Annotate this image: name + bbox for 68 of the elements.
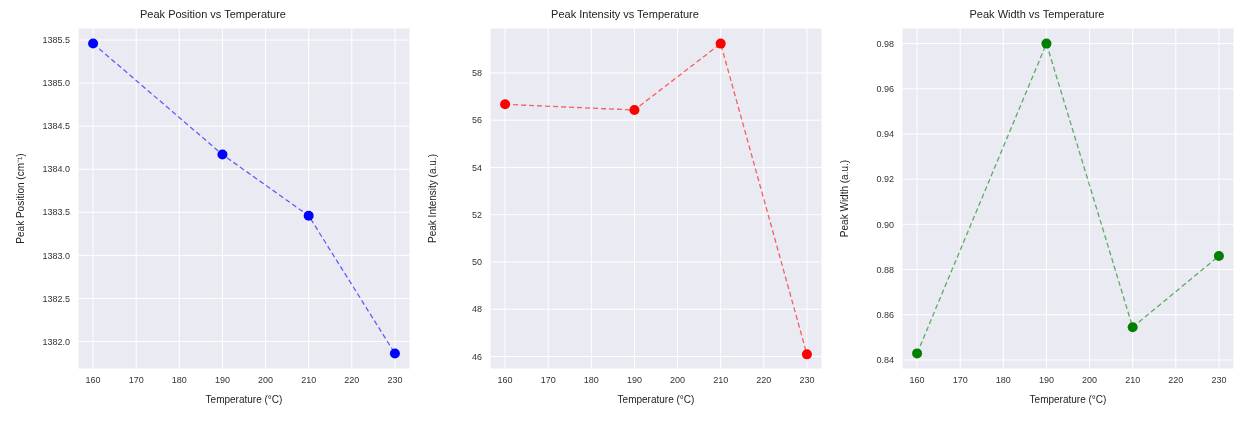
y-tick-label: 0.86 [876, 309, 894, 320]
x-tick-label: 190 [214, 375, 230, 386]
x-axis-title: Temperature (°C) [205, 394, 283, 405]
x-tick-label: 200 [258, 375, 274, 386]
x-axis-title: Temperature (°C) [617, 394, 695, 405]
x-tick-label: 210 [301, 375, 317, 386]
x-tick-label: 160 [909, 375, 925, 386]
y-tick-label: 1382.5 [42, 293, 70, 304]
point [389, 348, 400, 359]
x-tick-label: 230 [1211, 375, 1227, 386]
x-axis-title: Temperature (°C) [1029, 394, 1107, 405]
x-tick-label: 210 [1125, 375, 1141, 386]
x-tick-label: 190 [626, 375, 642, 386]
y-tick-label: 0.98 [876, 38, 894, 49]
y-tick-label: 54 [471, 162, 482, 173]
chart-title: Peak Position vs Temperature [139, 8, 287, 22]
point [303, 210, 314, 221]
y-tick-label: 0.90 [876, 219, 894, 230]
point [1041, 38, 1052, 49]
y-axis-title: Peak Width (a.u.) [838, 159, 850, 238]
y-tick-label: 1383.5 [42, 207, 70, 218]
y-tick-label: 0.94 [876, 129, 894, 140]
chart-title: Peak Width vs Temperature [968, 8, 1106, 22]
y-tick-label: 1385.5 [42, 35, 70, 46]
chart-title: Peak Intensity vs Temperature [550, 8, 700, 22]
x-tick-label: 170 [952, 375, 968, 386]
y-tick-label: 0.92 [876, 174, 894, 185]
point [88, 38, 99, 49]
y-tick-label: 56 [471, 115, 482, 126]
y-tick-label: 50 [471, 257, 482, 268]
x-tick-label: 170 [540, 375, 556, 386]
x-tick-label: 200 [670, 375, 686, 386]
y-tick-label: 1385.0 [42, 78, 70, 89]
x-tick-label: 180 [583, 375, 599, 386]
y-tick-label: 0.96 [876, 83, 894, 94]
y-tick-label: 0.84 [876, 355, 894, 366]
point [500, 99, 511, 110]
y-tick-label: 1384.5 [42, 121, 70, 132]
y-tick-label: 48 [471, 304, 482, 315]
y-tick-label: 52 [471, 209, 482, 220]
y-tick-label: 0.88 [876, 264, 894, 275]
x-tick-label: 200 [1082, 375, 1098, 386]
x-tick-label: 180 [171, 375, 187, 386]
point [629, 105, 640, 115]
x-tick-label: 220 [1168, 375, 1184, 386]
y-tick-label: 58 [471, 68, 482, 79]
x-tick-label: 170 [128, 375, 144, 386]
x-tick-label: 160 [85, 375, 101, 386]
x-tick-label: 220 [344, 375, 360, 386]
point [1127, 322, 1138, 333]
y-tick-label: 1384.0 [42, 164, 70, 175]
y-tick-label: 46 [471, 351, 482, 362]
point [217, 149, 228, 160]
x-tick-label: 210 [713, 375, 729, 386]
x-tick-label: 230 [387, 375, 403, 386]
x-tick-label: 160 [497, 375, 513, 386]
point [801, 349, 812, 360]
point [715, 38, 726, 49]
x-tick-label: 230 [799, 375, 815, 386]
y-axis-title: Peak Intensity (a.u.) [426, 154, 438, 243]
point [1213, 251, 1224, 262]
y-tick-label: 1382.0 [42, 336, 70, 347]
x-tick-label: 180 [995, 375, 1011, 386]
point [912, 348, 923, 359]
y-axis-title: Peak Position (cm⁻¹) [14, 153, 26, 244]
x-tick-label: 220 [756, 375, 772, 386]
x-tick-label: 190 [1038, 375, 1054, 386]
y-tick-label: 1383.0 [42, 250, 70, 261]
